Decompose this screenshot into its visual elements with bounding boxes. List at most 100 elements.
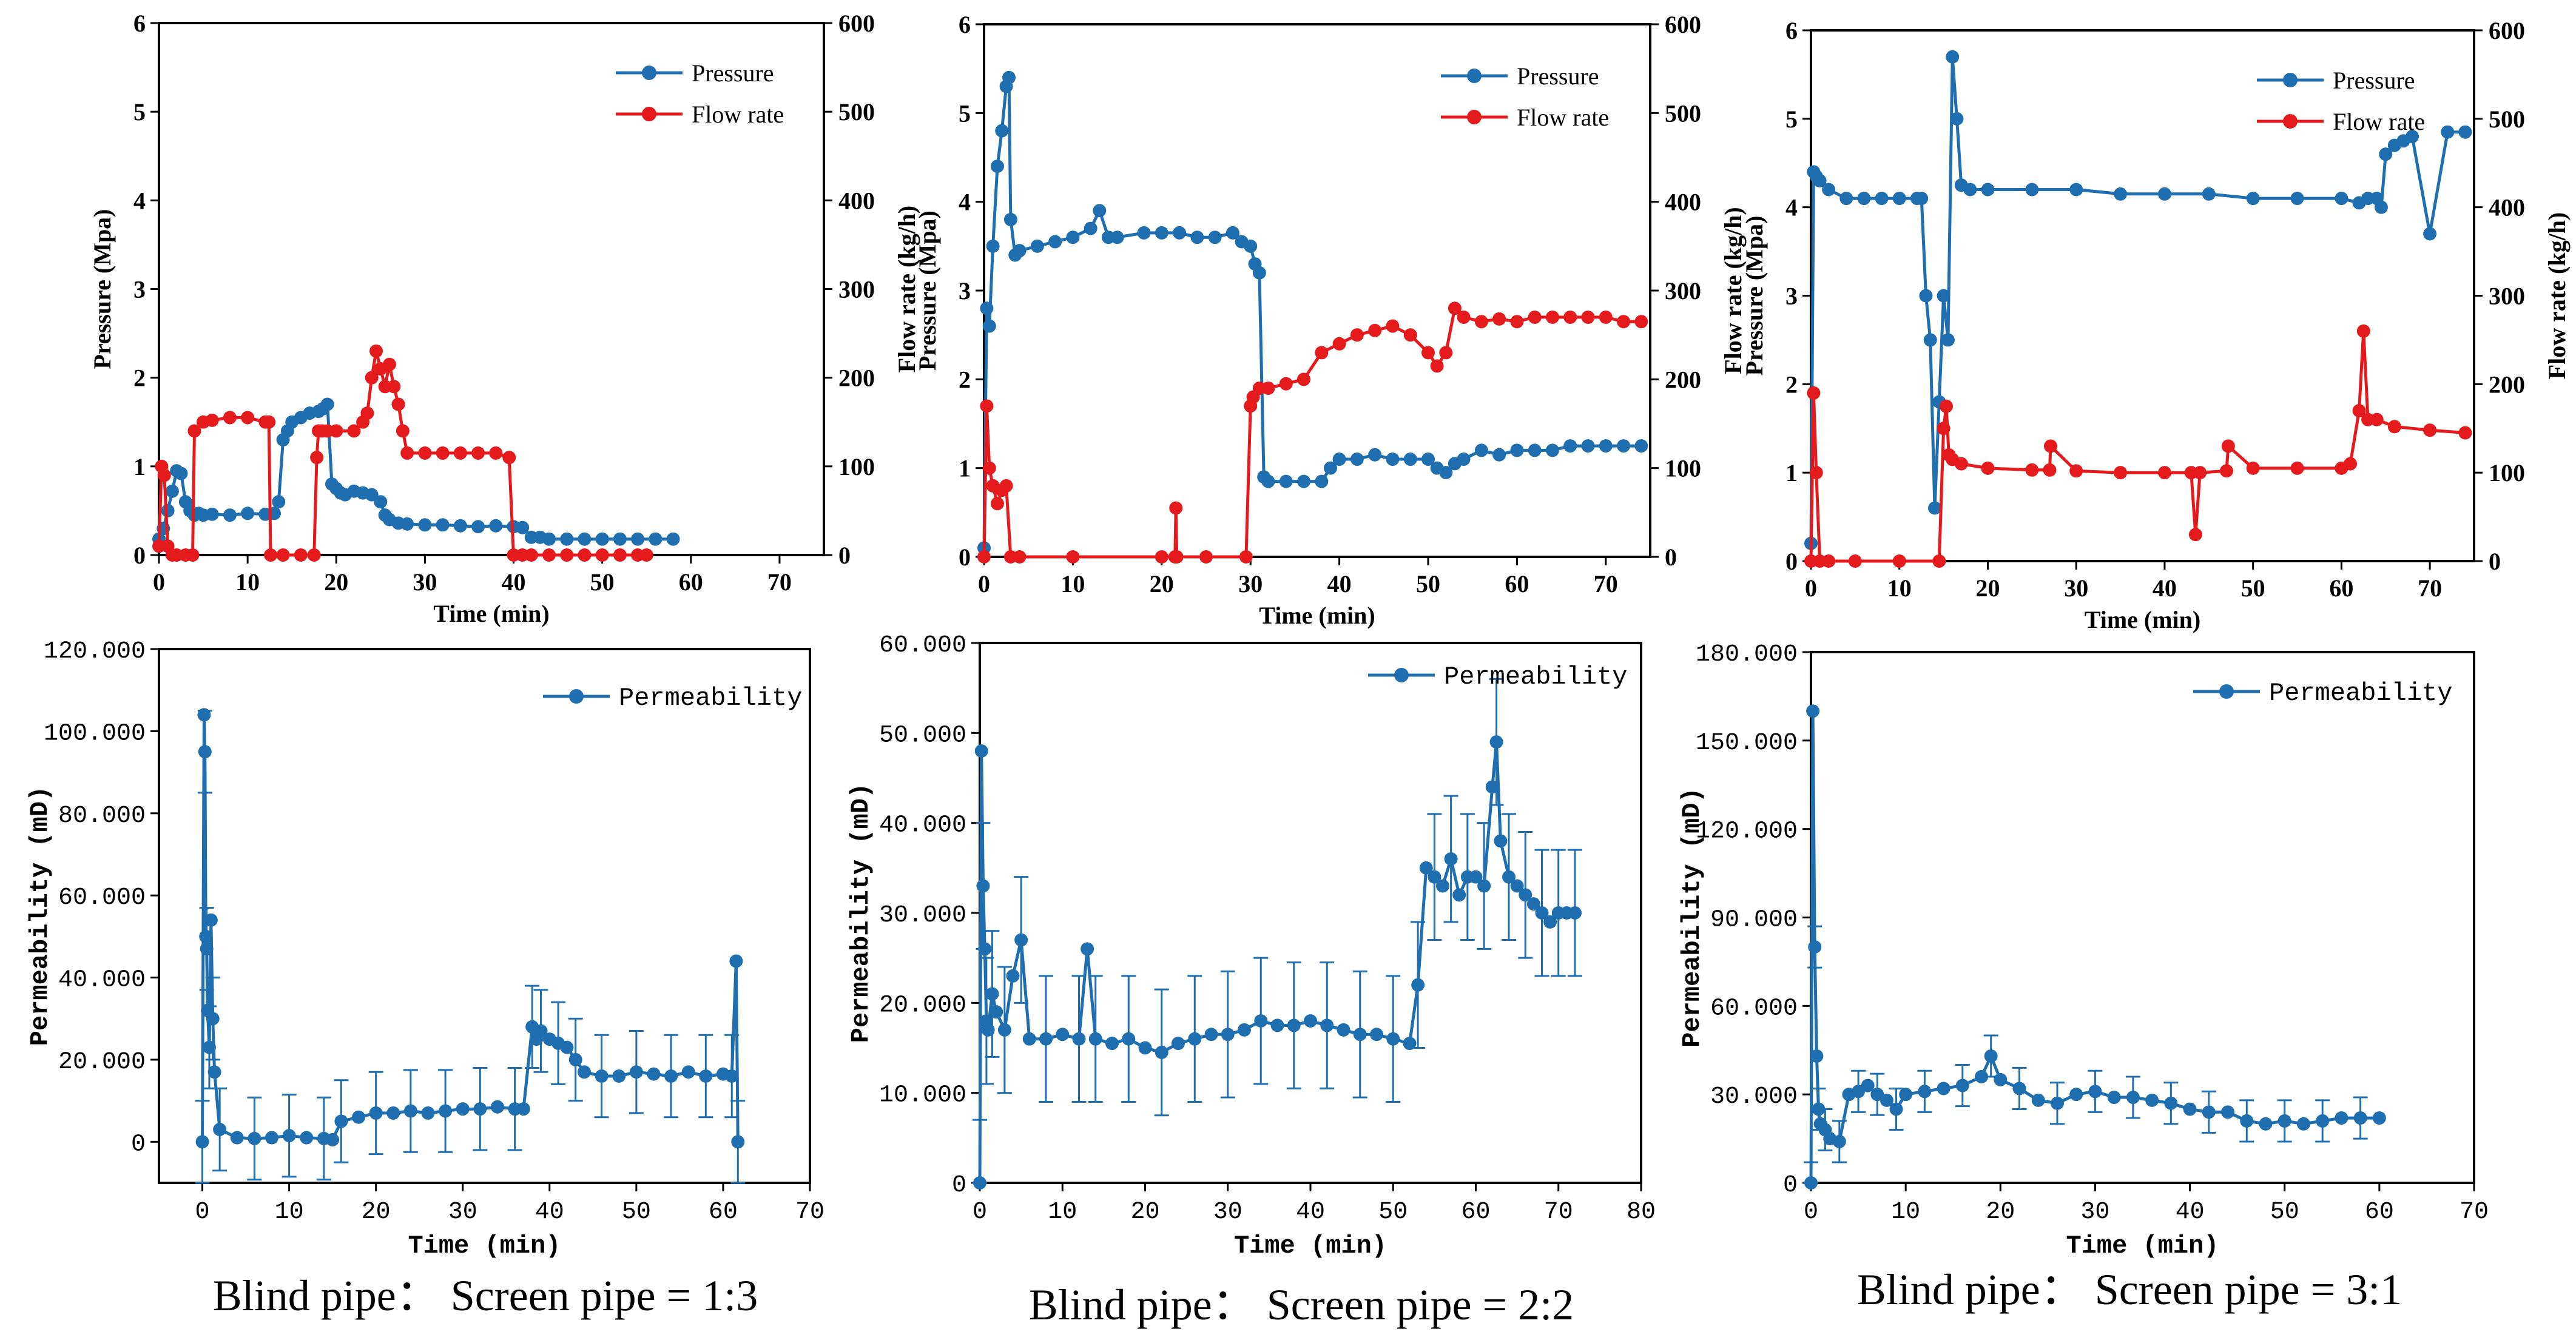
series-line	[982, 76, 1642, 548]
x-tick-label: 0	[978, 570, 990, 597]
x-tick-label: 50	[1416, 570, 1440, 597]
legend-label: Pressure	[1517, 62, 1599, 90]
data-point	[990, 160, 1004, 173]
data-point	[1013, 244, 1027, 258]
data-point	[1963, 183, 1977, 197]
data-point	[639, 548, 653, 562]
y2-tick-label: 200	[2489, 371, 2525, 398]
y2-tick-label: 400	[1665, 189, 1701, 216]
data-point	[1013, 550, 1027, 564]
data-point	[1528, 443, 1542, 457]
data-point	[489, 446, 503, 460]
y-tick-label: 2	[1785, 371, 1798, 398]
y2-tick-label: 600	[1665, 11, 1701, 38]
data-point	[1457, 453, 1471, 466]
data-point	[1421, 346, 1435, 360]
data-point	[731, 1135, 745, 1149]
data-point	[1807, 386, 1821, 400]
data-point	[1915, 192, 1929, 206]
y-tick-label: 40.000	[879, 812, 966, 840]
data-point	[205, 507, 219, 521]
data-point	[681, 1065, 695, 1079]
legend-label: Pressure	[2333, 67, 2415, 94]
data-point	[403, 1104, 417, 1118]
series-permeability	[1804, 704, 2386, 1190]
x-tick-label: 0	[1804, 1199, 1818, 1226]
y2-tick-label: 300	[838, 276, 875, 303]
data-point	[1386, 453, 1400, 466]
data-point	[2221, 1105, 2235, 1119]
data-point	[1937, 422, 1951, 436]
data-point	[2088, 1085, 2102, 1099]
data-point	[1105, 1037, 1119, 1051]
data-point	[2043, 463, 2057, 477]
data-point	[1975, 1070, 1989, 1083]
data-point	[990, 1005, 1003, 1019]
data-point	[980, 301, 994, 315]
data-point	[436, 446, 450, 460]
data-point	[490, 1100, 504, 1114]
data-point	[1403, 453, 1417, 466]
data-point	[1088, 1032, 1102, 1046]
data-point	[1804, 1176, 1818, 1190]
x-tick-label: 10	[1060, 570, 1085, 597]
plot-frame	[1810, 651, 2475, 1184]
data-point	[1350, 328, 1364, 342]
data-point	[1244, 239, 1258, 253]
y2-tick-label: 500	[838, 98, 875, 126]
x-axis-label: Time (min)	[2085, 606, 2200, 633]
data-point	[1014, 933, 1028, 947]
data-point	[1252, 266, 1266, 280]
data-point	[578, 548, 592, 562]
data-point	[186, 548, 200, 562]
legend-label: Flow rate	[692, 101, 784, 128]
data-point	[2114, 466, 2128, 480]
data-point	[1563, 310, 1577, 324]
data-point	[613, 548, 627, 562]
x-tick-label: 70	[1594, 570, 1618, 597]
data-point	[352, 1110, 366, 1124]
data-point	[1448, 301, 1462, 315]
data-point	[2025, 183, 2039, 197]
data-point	[1617, 315, 1631, 329]
data-point	[973, 1176, 986, 1190]
x-axis-label: Time (min)	[433, 600, 549, 627]
data-point	[629, 1065, 643, 1079]
data-point	[1950, 112, 1964, 126]
data-point	[1892, 192, 1906, 206]
data-point	[200, 942, 214, 956]
data-point	[1006, 969, 1020, 983]
data-point	[1519, 888, 1532, 902]
data-point	[2188, 528, 2202, 542]
data-point	[2387, 420, 2401, 434]
data-point	[560, 548, 574, 562]
legend-swatch-marker	[642, 66, 656, 80]
y2-tick-label: 600	[838, 10, 875, 37]
data-point	[1261, 381, 1275, 395]
series-line	[157, 403, 673, 541]
legend-swatch-marker	[2283, 114, 2298, 129]
data-point	[436, 518, 450, 532]
y2-tick-label: 0	[1665, 544, 1677, 571]
data-point	[578, 532, 592, 546]
caption-3: Blind pipe： Screen pipe = 3:1	[1857, 1265, 2402, 1314]
data-point	[1323, 461, 1337, 475]
y-tick-label: 1	[133, 453, 146, 480]
chart-panel-1: 0 10 20 30 40 50 60 700123456010020030040050060…	[89, 10, 920, 627]
data-point	[1169, 501, 1183, 515]
data-point	[1170, 550, 1184, 564]
data-point	[2290, 461, 2304, 475]
data-point	[990, 497, 1004, 511]
data-point	[1173, 226, 1187, 240]
data-point	[1039, 1032, 1053, 1046]
data-point	[1923, 333, 1937, 347]
y-tick-label: 3	[1785, 283, 1798, 310]
y2-tick-label: 0	[2489, 548, 2501, 575]
data-point	[1880, 1093, 1893, 1107]
data-point	[1875, 192, 1889, 206]
data-point	[369, 344, 383, 358]
data-point	[516, 1102, 530, 1116]
data-point	[326, 1133, 340, 1146]
y-tick-label: 3	[959, 277, 971, 305]
